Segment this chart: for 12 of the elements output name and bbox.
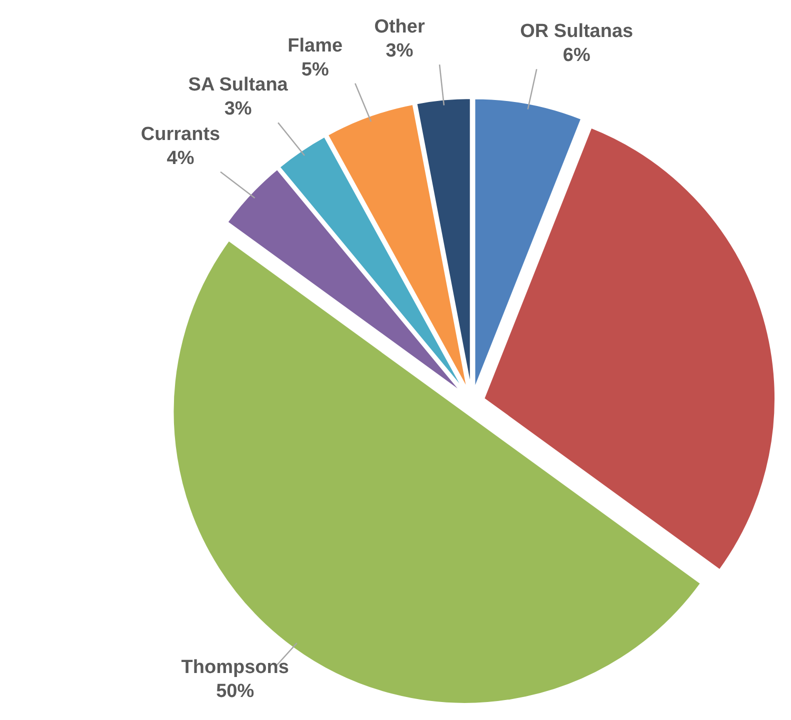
slice-label: Flame <box>288 35 343 56</box>
data-label: 5% <box>301 59 329 80</box>
slice-label: Other <box>374 16 426 38</box>
data-label: 3% <box>386 40 414 62</box>
data-label: 4% <box>166 148 194 169</box>
data-label: 3% <box>224 98 252 120</box>
slice-label: Currants <box>140 124 220 145</box>
data-label: 6% <box>562 45 590 66</box>
slice-label: Thompsons <box>181 657 289 678</box>
slice-label: OR Sultanas <box>520 21 634 42</box>
data-label: 50% <box>216 681 254 702</box>
slice-label: SA Sultana <box>188 74 288 96</box>
